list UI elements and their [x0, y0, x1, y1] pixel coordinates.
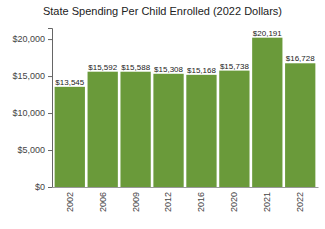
tick: 2012: [163, 187, 173, 212]
tick: $0: [35, 182, 52, 192]
tick-mark: [48, 150, 52, 151]
tick: 2002: [65, 187, 75, 212]
bar: [219, 71, 249, 187]
title: State Spending Per Child Enrolled (2022 …: [43, 5, 282, 17]
data-label: $16,728: [286, 54, 315, 63]
bar: [186, 75, 216, 187]
tick-label: 2006: [98, 192, 108, 212]
tick-mark: [48, 39, 52, 40]
data-label: $15,592: [88, 63, 117, 72]
tick: 2020: [229, 187, 239, 212]
tick: $5,000: [17, 145, 52, 155]
tick: 2016: [196, 187, 206, 212]
tick-label: 2002: [65, 192, 75, 212]
tick: 2022: [295, 187, 305, 212]
bars: [55, 38, 316, 187]
bar: [285, 63, 315, 187]
tick-label: 2009: [130, 192, 140, 212]
tick-label: 2016: [196, 192, 206, 212]
tick: $10,000: [12, 108, 52, 118]
data-label: $13,545: [55, 78, 84, 87]
tick-label: 2022: [295, 192, 305, 212]
tick-label: 2021: [262, 192, 272, 212]
bar: [120, 72, 150, 187]
data-label: $15,738: [220, 62, 249, 71]
bar: [153, 74, 183, 187]
tick-label: $5,000: [17, 145, 45, 155]
data-label: $15,168: [187, 66, 216, 75]
tick: 2009: [130, 187, 140, 212]
tick-label: $20,000: [12, 34, 45, 44]
tick-label: $0: [35, 182, 45, 192]
data-label: $15,308: [154, 65, 183, 74]
bar: [88, 72, 118, 187]
tick: 2006: [98, 187, 108, 212]
bar: [252, 38, 282, 187]
chart: State Spending Per Child Enrolled (2022 …: [0, 0, 325, 229]
tick: $20,000: [12, 34, 52, 44]
axis-line: [53, 187, 319, 188]
tick-label: 2012: [163, 192, 173, 212]
plot: $13,545 $15,592 $15,588 $15,308 $15,168 $15,7…: [12, 29, 318, 213]
x-axis: 2002 2006 2009 2012 2016 2020 2021 2022: [53, 187, 319, 212]
axis-line: [48, 29, 53, 188]
tick-mark: [48, 187, 52, 188]
tick-mark: [48, 76, 52, 77]
data-labels: $13,545 $15,592 $15,588 $15,308 $15,168 $15,7…: [55, 29, 315, 87]
tick: 2021: [262, 187, 272, 212]
data-label: $20,191: [253, 29, 282, 38]
tick-mark: [48, 113, 52, 114]
tick: $15,000: [12, 71, 52, 81]
tick-label: $15,000: [12, 71, 45, 81]
tick-label: $10,000: [12, 108, 45, 118]
data-label: $15,588: [121, 63, 150, 72]
y-axis: $0 $5,000 $10,000 $15,000 $20,000: [12, 29, 52, 193]
tick-label: 2020: [229, 192, 239, 212]
bar: [55, 87, 85, 187]
